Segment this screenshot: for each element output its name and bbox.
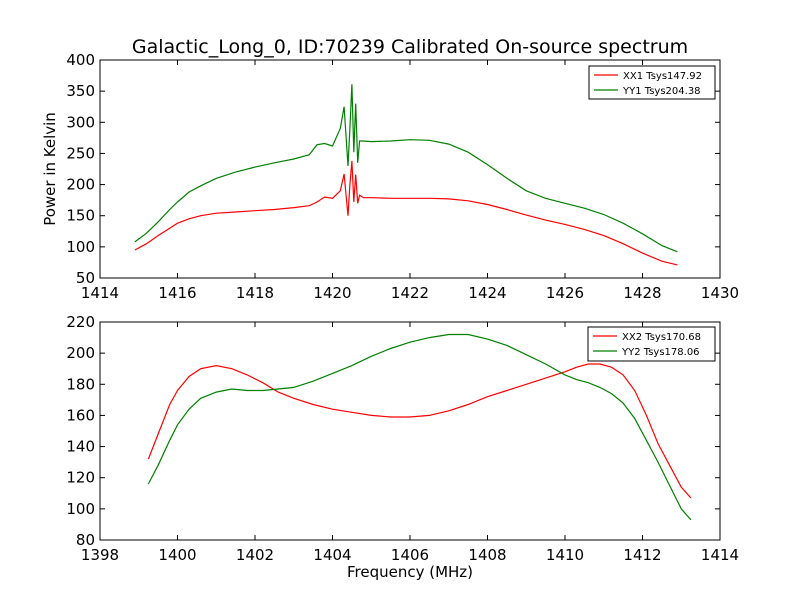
x-tick-label: 1406	[391, 546, 429, 564]
y-tick-label: 160	[66, 406, 95, 424]
x-tick-label: 1400	[158, 546, 196, 564]
y-tick-label: 250	[66, 144, 95, 162]
legend-top: XX1 Tsys147.92 YY1 Tsys204.38	[588, 65, 716, 100]
x-tick-label: 1420	[313, 284, 351, 302]
x-tick-label: 1426	[546, 284, 584, 302]
bottom-spectrum-plot: 1398 1400 1402 1404 1406 1408 1410 1412 1414 80 10…	[66, 313, 739, 564]
y-tick-label: 350	[66, 82, 95, 100]
y-tick-label: 220	[66, 313, 95, 331]
y-tick-label: 300	[66, 113, 95, 131]
x-tick-label: 1408	[468, 546, 506, 564]
legend-box	[587, 326, 716, 362]
y-tick-label: 100	[66, 238, 95, 256]
y-tick-label: 140	[66, 438, 95, 456]
top-spectrum-plot: 1414 1416 1418 1420 1422 1424 1426 1428 1430 50 10…	[66, 51, 739, 302]
x-tick-label: 1418	[236, 284, 274, 302]
x-tick-label: 1422	[391, 284, 429, 302]
series-line-xx-top	[134, 160, 678, 266]
y-tick-label: 150	[66, 207, 95, 225]
y-tick-label: 400	[66, 51, 95, 69]
x-axis-label: Frequency (MHz)	[347, 563, 473, 581]
legend-box	[588, 65, 716, 100]
x-tick-label: 1410	[546, 546, 584, 564]
figure-title: Galactic_Long_0, ID:70239 Calibrated On-…	[132, 36, 688, 58]
x-tick-label: 1414	[701, 546, 739, 564]
legend-entry: XX2 Tsys170.68	[622, 332, 701, 343]
y-tick-label: 200	[66, 176, 95, 194]
x-tick-label: 1404	[313, 546, 351, 564]
x-tick-label: 1430	[701, 284, 739, 302]
x-tick-label: 1398	[81, 546, 119, 564]
y-tick-label: 100	[66, 500, 95, 518]
x-tick-label: 1414	[81, 284, 119, 302]
y-tick-label: 200	[66, 344, 95, 362]
series-line-yy-top	[134, 84, 678, 253]
x-tick-label: 1428	[623, 284, 661, 302]
legend-entry: YY2 Tsys178.06	[621, 347, 700, 358]
series-line-xx-bottom	[147, 363, 692, 499]
legend-entry: YY1 Tsys204.38	[622, 86, 701, 97]
y-tick-label: 120	[66, 469, 95, 487]
x-tick-label: 1412	[623, 546, 661, 564]
x-tick-label: 1424	[468, 284, 506, 302]
y-tick-label: 180	[66, 375, 95, 393]
y-tick-label: 80	[76, 531, 95, 549]
y-axis-label: Power in Kelvin	[41, 112, 59, 226]
legend-entry: XX1 Tsys147.92	[623, 71, 702, 82]
x-tick-label: 1402	[236, 546, 274, 564]
x-tick-label: 1416	[158, 284, 196, 302]
legend-bottom: XX2 Tsys170.68 YY2 Tsys178.06	[587, 326, 716, 362]
y-tick-label: 50	[76, 269, 95, 287]
series-line-yy-bottom	[147, 333, 692, 521]
